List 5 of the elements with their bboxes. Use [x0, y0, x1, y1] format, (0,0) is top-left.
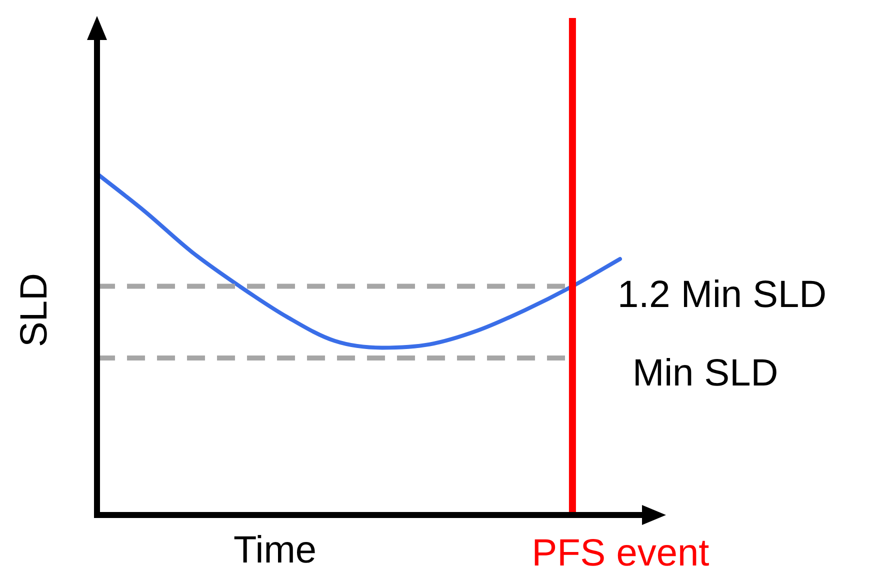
ref-line-label: 1.2 Min SLD	[617, 274, 827, 316]
text: PFS event	[532, 532, 710, 574]
ref-line-label: Min SLD	[632, 352, 778, 394]
y-axis-title: SLD	[13, 273, 56, 347]
x-axis-title: Time	[233, 529, 317, 572]
